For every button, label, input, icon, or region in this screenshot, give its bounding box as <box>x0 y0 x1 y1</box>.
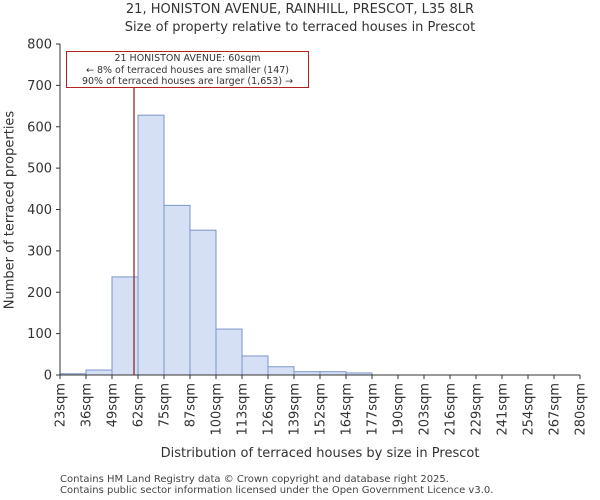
y-tick-label: 100 <box>27 327 52 342</box>
footer-licence: Contains public sector information licen… <box>60 485 494 496</box>
annotation-line1: 21 HONISTON AVENUE: 60sqm <box>114 53 261 64</box>
y-tick-label: 0 <box>44 369 52 384</box>
chart-title-line1: 21, HONISTON AVENUE, RAINHILL, PRESCOT, … <box>125 2 475 17</box>
histogram-bar <box>163 204 191 376</box>
y-axis-label-text: Number of terraced properties <box>2 110 18 310</box>
x-tick-label: 177sqm <box>366 383 381 436</box>
x-tick-label: 254sqm <box>522 383 537 436</box>
y-tick-label: 700 <box>27 79 52 94</box>
y-tick-label: 500 <box>27 162 52 177</box>
y-tick-label: 300 <box>27 244 52 259</box>
x-tick-label: 49sqm <box>106 383 121 427</box>
chart-title-line2: Size of property relative to terraced ho… <box>124 20 476 35</box>
x-tick-label: 267sqm <box>548 383 563 436</box>
y-tick-label: 400 <box>27 203 52 218</box>
x-tick-label: 87sqm <box>184 383 199 427</box>
x-tick-label: 280sqm <box>574 383 589 436</box>
x-tick-label: 216sqm <box>444 383 459 436</box>
histogram-bar <box>189 229 217 376</box>
x-tick-label: 164sqm <box>340 383 355 436</box>
annotation-line2: ← 8% of terraced houses are smaller (147… <box>85 64 290 76</box>
x-tick-label: 100sqm <box>210 383 225 436</box>
x-tick-label: 126sqm <box>262 383 277 436</box>
x-tick-label: 139sqm <box>288 383 303 436</box>
x-tick-label: 113sqm <box>236 383 251 436</box>
x-tick-label: 203sqm <box>418 383 433 436</box>
y-tick-label: 600 <box>27 120 52 135</box>
histogram-bar <box>215 328 243 376</box>
x-tick-label: 241sqm <box>496 383 511 436</box>
x-tick-label: 23sqm <box>54 383 69 427</box>
footer-copyright: Contains HM Land Registry data © Crown c… <box>60 474 449 485</box>
histogram-bar <box>267 366 295 376</box>
y-tick-label: 800 <box>27 38 52 53</box>
y-tick-label: 200 <box>27 286 52 301</box>
x-tick-label: 190sqm <box>392 383 407 436</box>
annotation-line3: 90% of terraced houses are larger (1,653… <box>81 76 294 87</box>
x-tick-label: 36sqm <box>80 383 95 427</box>
histogram-bar <box>137 114 165 376</box>
x-tick-label: 75sqm <box>158 383 173 427</box>
x-axis-label: Distribution of terraced houses by size … <box>160 446 480 461</box>
x-tick-label: 62sqm <box>132 383 147 427</box>
property-annotation: 21 HONISTON AVENUE: 60sqm ← 8% of terrac… <box>66 51 309 88</box>
x-tick-label: 152sqm <box>314 383 329 436</box>
x-tick-label: 229sqm <box>470 383 485 436</box>
histogram-bar <box>85 369 113 376</box>
histogram-bar <box>241 355 269 376</box>
